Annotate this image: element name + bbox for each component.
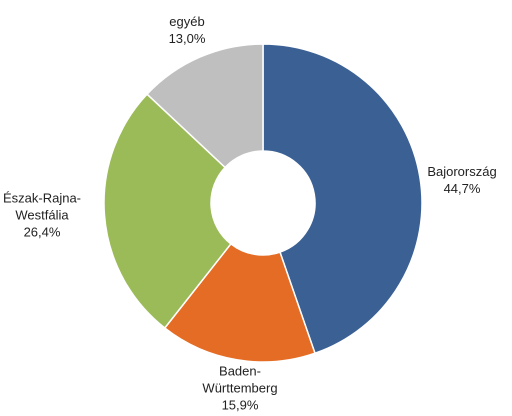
category-label: egyéb [169,14,205,29]
value-label: 44,7% [443,181,481,196]
donut-slice [262,43,423,355]
category-label: Baden-Württemberg [202,363,278,396]
donut-slice [103,93,232,330]
slice-label: egyéb 13,0% [147,13,227,47]
value-label: 13,0% [168,31,206,46]
donut-slice [146,43,264,169]
slice-label: Bajorország 44,7% [402,163,512,197]
category-label: Észak-Rajna-Westfália [2,190,82,223]
slice-label: Észak-Rajna-Westfália 26,4% [2,190,82,241]
value-label: 26,4% [23,224,61,240]
slice-label: Baden-Württemberg 15,9% [190,363,290,414]
category-label: Bajorország [427,164,497,179]
donut-slice [163,242,316,363]
value-label: 15,9% [221,397,259,413]
